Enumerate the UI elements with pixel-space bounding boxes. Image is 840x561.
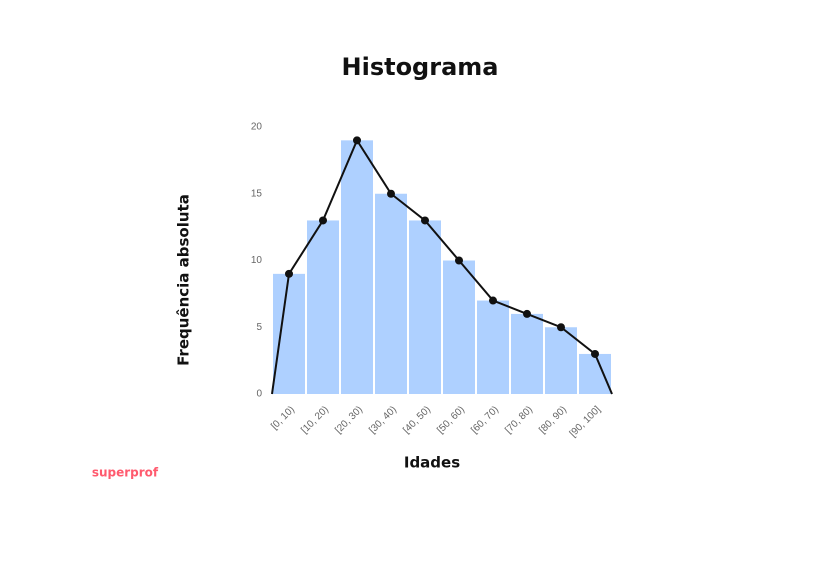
point [353,136,361,145]
bar [375,193,407,394]
point [523,309,531,318]
y-tick-label: 20 [251,122,263,133]
x-tick-label: [70, 80) [503,404,535,436]
y-tick-label: 15 [251,188,263,199]
x-axis-label: Idades [404,454,460,472]
brand-logo: superprof [92,466,159,480]
x-tick-label: [10, 20) [299,404,331,436]
point [591,349,599,358]
y-tick-label: 10 [251,255,263,266]
x-tick-label: [80, 90) [537,404,569,436]
bar [307,220,339,394]
bar [579,353,611,394]
point [387,189,395,198]
bar [443,260,475,394]
point [421,216,429,225]
bar [477,300,509,394]
x-tick-label: [40, 50) [401,404,433,436]
bar [511,313,543,394]
x-tick-label: [20, 30) [333,404,365,436]
y-axis-label: Frequência absoluta [175,194,193,366]
bar [409,220,441,394]
bar [545,327,577,394]
y-tick-label: 0 [256,389,262,400]
bar [341,140,373,394]
point [489,296,497,305]
x-tick-label: [30, 40) [367,404,399,436]
x-tick-label: [90, 100] [568,404,603,439]
frequency-polygon [271,138,613,395]
bar [273,273,305,394]
x-tick-label: [0, 10) [269,404,297,432]
point [285,269,293,278]
y-tick-label: 5 [256,322,262,333]
point [455,256,463,265]
x-tick-label: [50, 60) [435,404,467,436]
point [319,216,327,225]
chart-title: Histograma [342,53,499,81]
x-tick-label: [60, 70) [469,404,501,436]
point [557,323,565,332]
